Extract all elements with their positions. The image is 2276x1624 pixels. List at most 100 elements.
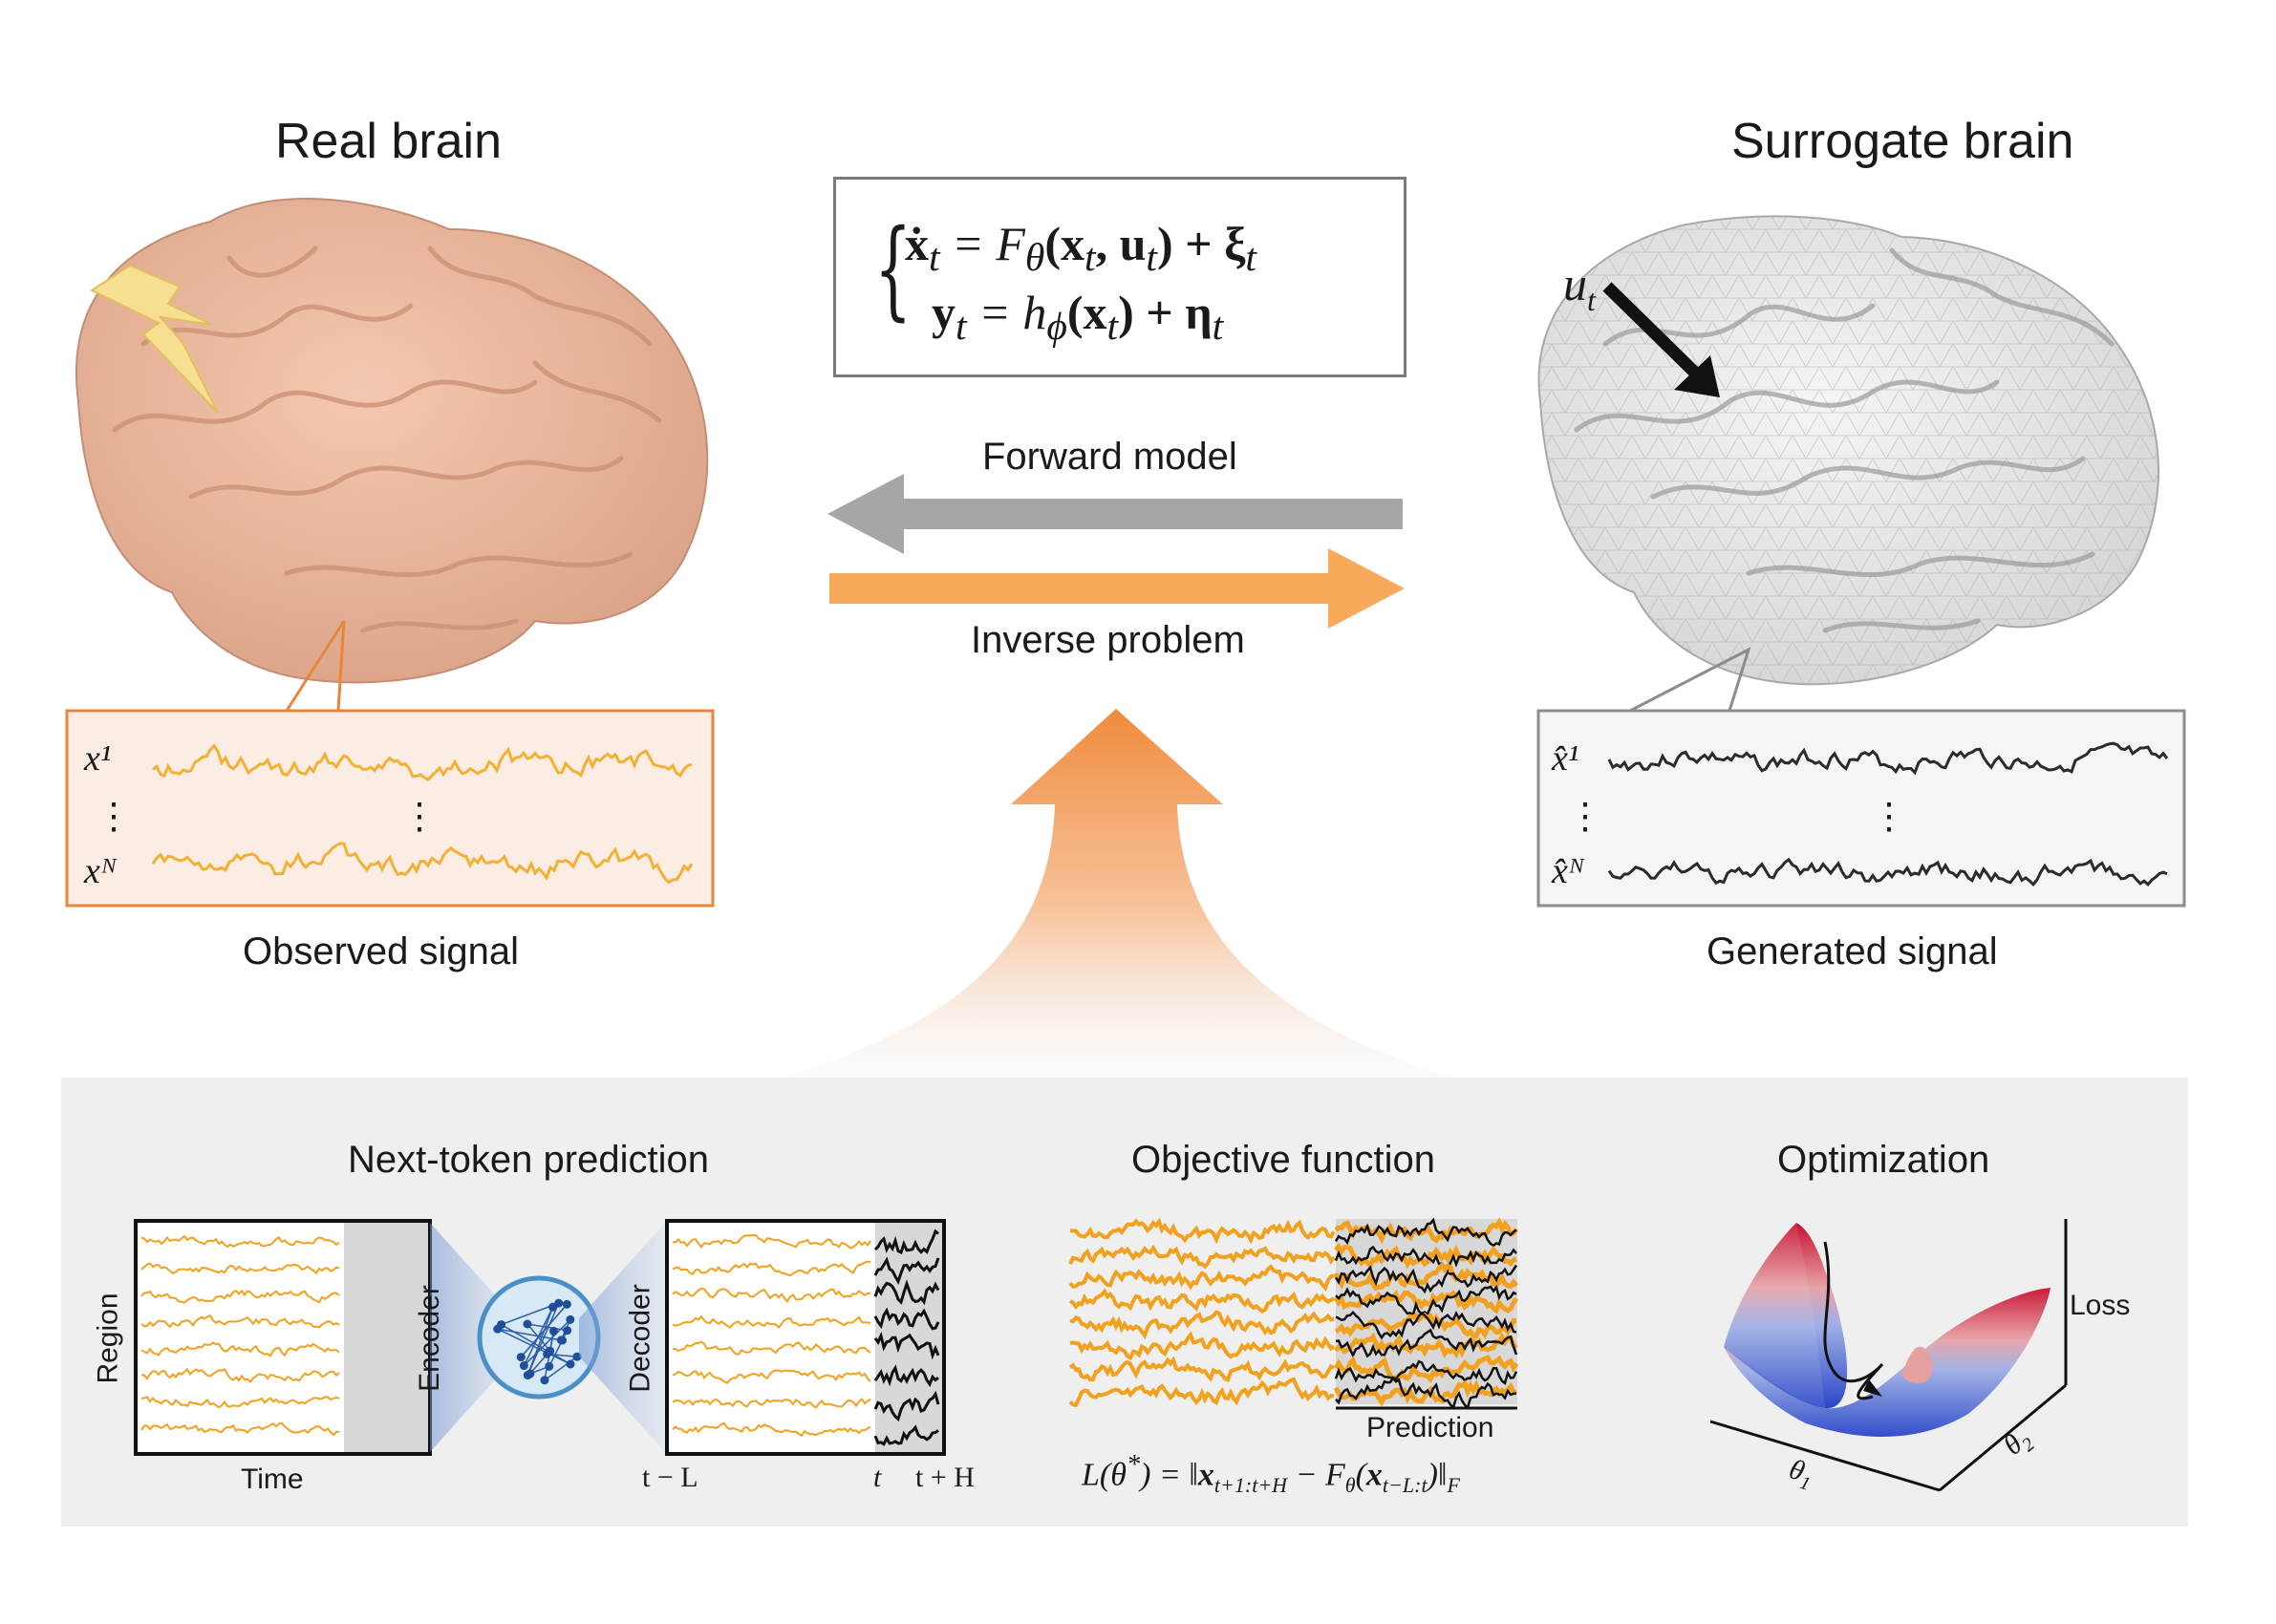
output-prediction-trace	[873, 1364, 939, 1388]
generated-label-last: x̂ᴺ	[1552, 851, 1585, 891]
objective-prediction-trace	[1335, 1376, 1517, 1410]
network-node	[563, 1326, 572, 1336]
objective-traces	[1068, 1217, 1519, 1410]
output-prediction-trace	[873, 1279, 940, 1306]
generated-dots-left: ⋮	[1567, 797, 1603, 837]
generated-dots-mid: ⋮	[1871, 797, 1907, 837]
objective-target-trace	[1333, 1261, 1518, 1292]
network-node	[558, 1336, 568, 1345]
network-node	[554, 1298, 564, 1308]
prediction-label: Prediction	[1366, 1412, 1494, 1443]
generated-caption: Generated signal	[1707, 930, 1998, 972]
network-node	[526, 1369, 535, 1378]
input-masked-region	[344, 1223, 428, 1452]
objective-prediction-trace	[1335, 1284, 1517, 1316]
output-trace	[672, 1369, 871, 1384]
output-prediction-trace	[873, 1331, 940, 1360]
output-trace	[672, 1340, 871, 1356]
generated-trace-1	[1607, 741, 2169, 776]
output-prediction-trace	[873, 1229, 939, 1255]
input-trace	[140, 1314, 340, 1329]
forward-model-arrow	[827, 474, 1403, 554]
real-brain-title: Real brain	[275, 114, 503, 169]
network-node	[566, 1359, 575, 1369]
forward-model-label: Forward model	[982, 436, 1237, 478]
output-trace	[672, 1260, 871, 1277]
output-trace	[672, 1233, 871, 1250]
objective-target-trace	[1333, 1289, 1519, 1314]
network-node	[566, 1314, 575, 1324]
inverse-problem-label: Inverse problem	[971, 619, 1245, 661]
objective-trace	[1068, 1264, 1335, 1293]
stimulus-label: ut	[1563, 257, 1596, 317]
network-node	[548, 1326, 558, 1336]
decoder-cone	[579, 1223, 665, 1452]
objective-target-trace	[1334, 1242, 1517, 1270]
input-trace	[140, 1341, 340, 1358]
next-token-title: Next-token prediction	[348, 1139, 709, 1181]
generated-signal-box	[1536, 709, 2186, 908]
output-trace	[672, 1287, 871, 1303]
equation-box: { ẋt = Fθ(xt, ut) + ξt yt = hϕ(xt) + ηt	[833, 177, 1406, 377]
t-label: t	[873, 1462, 882, 1493]
t-plus-h-label: t + H	[915, 1462, 975, 1493]
observed-callout	[285, 620, 346, 712]
objective-target-trace	[1333, 1355, 1519, 1383]
objective-prediction-trace	[1334, 1264, 1518, 1294]
input-trace	[140, 1396, 340, 1409]
objective-prediction-trace	[1335, 1328, 1518, 1358]
output-trace	[672, 1398, 871, 1409]
neural-network-icon	[477, 1275, 601, 1400]
surrogate-brain-title: Surrogate brain	[1731, 114, 2074, 169]
output-trace	[672, 1421, 871, 1438]
output-prediction-trace	[873, 1256, 940, 1286]
inverse-problem-arrow	[829, 548, 1405, 629]
output-trace	[672, 1314, 871, 1330]
observed-signal-box	[65, 709, 715, 908]
objective-trace	[1068, 1377, 1335, 1408]
input-trace	[140, 1262, 340, 1275]
t-minus-l-label: t − L	[642, 1462, 698, 1493]
observed-label-first: x¹	[84, 738, 112, 779]
objective-trace	[1068, 1356, 1335, 1383]
network-node	[540, 1376, 549, 1385]
objective-trace	[1068, 1244, 1336, 1270]
network-node	[519, 1361, 528, 1371]
observed-trace-1	[152, 743, 693, 782]
input-trace	[140, 1421, 340, 1437]
encoder-cone	[430, 1223, 516, 1452]
real-brain-illustration	[75, 198, 709, 684]
output-prediction-trace	[873, 1424, 939, 1446]
time-axis-label: Time	[241, 1464, 304, 1495]
network-edge	[523, 1318, 571, 1367]
objective-formula: L(θ*) = ‖xt+1:t+H − Fθ(xt−L:t)‖F	[1082, 1450, 1460, 1498]
network-node	[516, 1353, 526, 1362]
decoder-label: Decoder	[624, 1284, 656, 1393]
observed-caption: Observed signal	[243, 930, 520, 972]
loss-surface-icon	[1709, 1219, 2068, 1492]
objective-trace	[1068, 1288, 1335, 1314]
objective-prediction-trace	[1334, 1359, 1518, 1386]
objective-trace	[1069, 1217, 1336, 1245]
network-edge	[497, 1328, 563, 1341]
region-axis-label: Region	[92, 1293, 124, 1384]
observed-dots-mid: ⋮	[401, 797, 438, 837]
equation-line-1: ẋt = Fθ(xt, ut) + ξt	[905, 217, 1256, 280]
network-node	[562, 1299, 571, 1309]
encoder-label: Encoder	[413, 1285, 445, 1392]
observed-trace-n	[151, 842, 694, 885]
input-traces	[140, 1234, 340, 1437]
network-edge	[548, 1330, 569, 1367]
network-node	[493, 1324, 503, 1334]
generated-label-first: x̂¹	[1552, 738, 1579, 779]
objective-title: Objective function	[1131, 1139, 1435, 1181]
stimulus-arrowhead	[1674, 355, 1720, 397]
output-prediction-trace	[873, 1307, 940, 1331]
objective-prediction-trace	[1335, 1310, 1517, 1340]
stimulus-arrow-icon	[1602, 282, 1706, 383]
network-node	[546, 1346, 555, 1356]
output-prediction-trace	[873, 1390, 940, 1422]
output-traces	[672, 1229, 940, 1446]
